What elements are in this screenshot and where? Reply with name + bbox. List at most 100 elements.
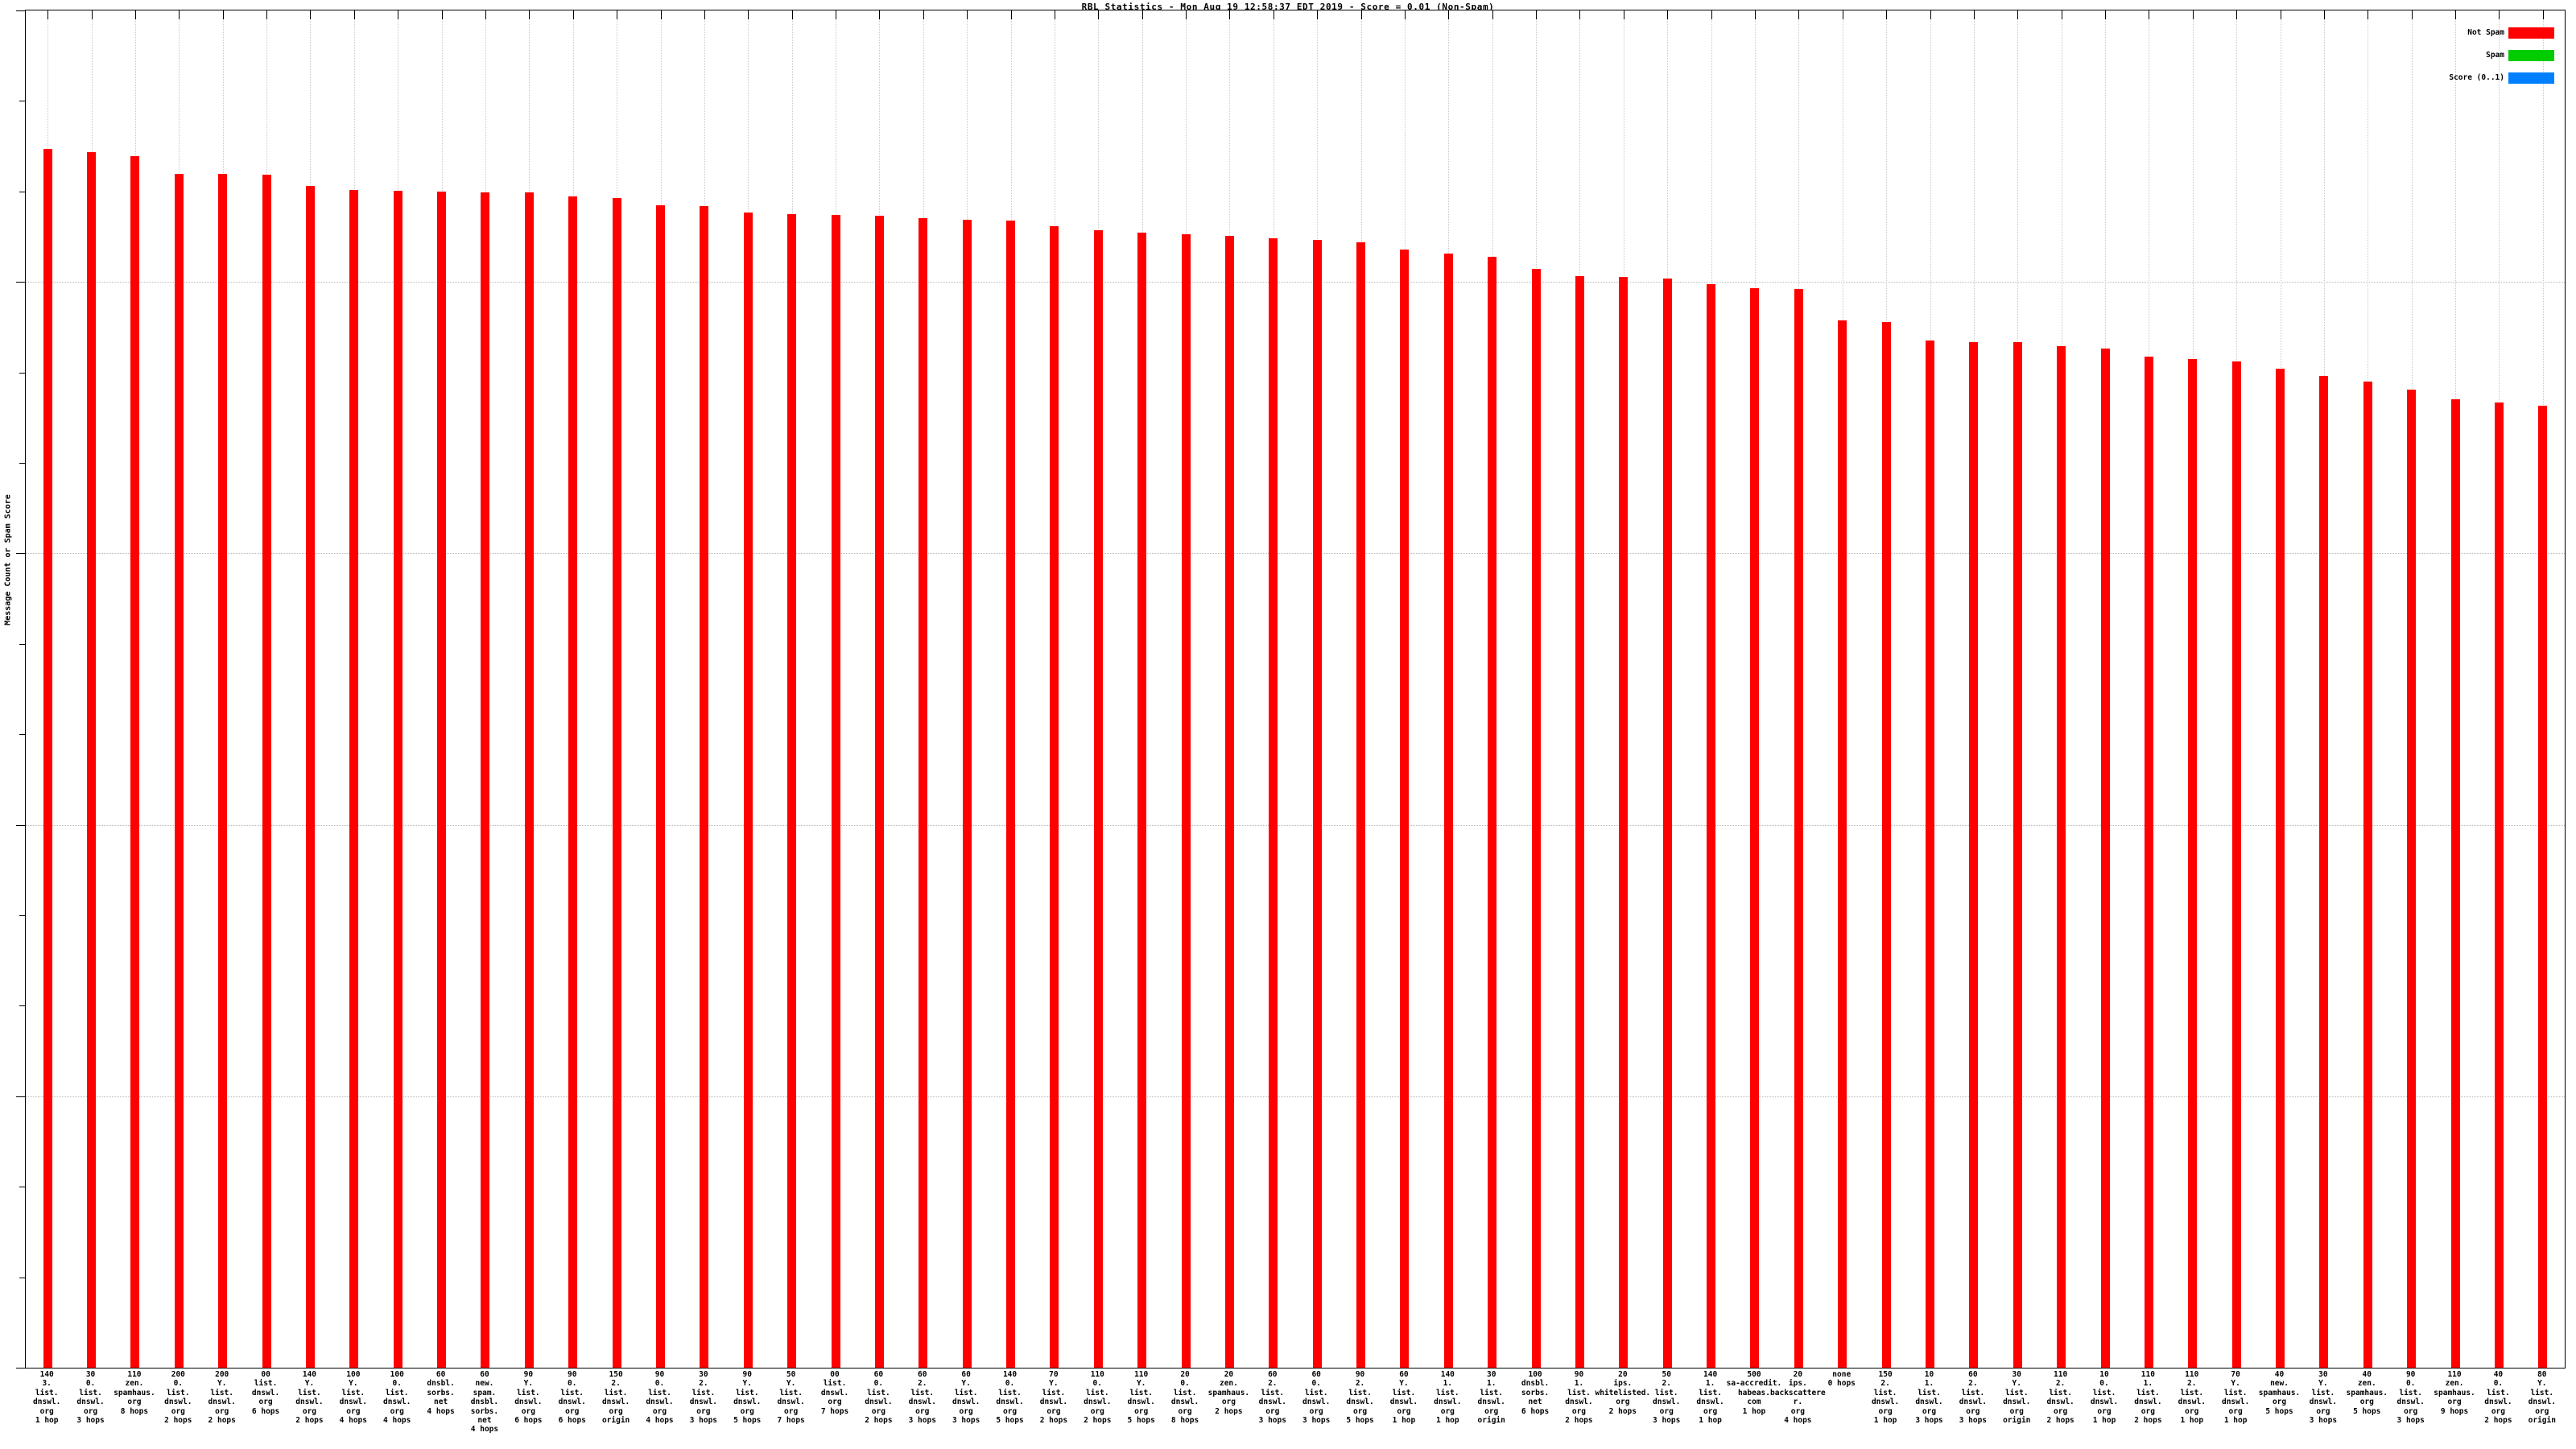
bar — [1531, 268, 1541, 1368]
x-axis-tick-label-line: 2. — [611, 1379, 621, 1389]
x-axis-top-tick — [1579, 10, 1581, 19]
x-axis-tick-label-line: dnswl. — [383, 1397, 411, 1407]
x-axis-tick-label-line: 3 hops — [1258, 1416, 1286, 1426]
bar — [1969, 342, 1979, 1368]
x-axis-tick-label-line: 0. — [568, 1379, 577, 1389]
x-axis-tick-label-line: 2 hops — [1608, 1406, 1637, 1416]
x-axis-tick-label-line: list. — [2049, 1388, 2072, 1397]
x-axis-tick-label-line: list. — [1961, 1388, 1985, 1397]
bar — [1181, 233, 1191, 1368]
x-axis-tick-label-line: spam. — [473, 1388, 497, 1397]
y-axis-minor-tick — [19, 643, 26, 645]
legend-item-spam: Spam — [2385, 47, 2554, 63]
x-axis-tick-label-line: list. — [1480, 1388, 1503, 1397]
x-axis-tick-label-line: list. — [560, 1388, 584, 1397]
x-axis-tick-label-line: org — [83, 1406, 98, 1416]
x-axis-tick-label-line: dnswl. — [1434, 1397, 1462, 1407]
x-axis-tick-label-line: Y. — [1049, 1379, 1059, 1389]
bar — [2494, 402, 2504, 1368]
y-axis-minor-tick — [19, 1005, 26, 1007]
x-axis-tick-label-line: list. — [735, 1388, 759, 1397]
x-axis-tick-label-line: dnswl. — [908, 1397, 936, 1407]
x-axis-top-tick — [134, 10, 136, 19]
x-axis-tick-label-line: 110 — [1134, 1370, 1149, 1379]
x-axis-tick-label-line: dnswl. — [1127, 1397, 1155, 1407]
x-axis-tick-label-line: 0. — [2405, 1379, 2416, 1389]
y-gridline — [26, 282, 2565, 283]
x-axis-tick-label-line: dnswl. — [2309, 1397, 2338, 1407]
x-axis-tick-label-line: 0 hops — [1827, 1379, 1856, 1389]
x-axis-tick-label-line: list. — [298, 1388, 321, 1397]
x-axis-tick-label-line: net — [434, 1397, 448, 1407]
x-axis-tick-label-line: Y. — [2318, 1379, 2328, 1389]
x-axis-tick-label-line: 50 — [786, 1370, 796, 1379]
x-axis-tick-label-line: 3 hops — [689, 1416, 718, 1426]
x-axis-tick-label-line: list. — [2136, 1388, 2160, 1397]
x-axis-tick-label-line: org — [915, 1406, 930, 1416]
x-axis-tick-label-line: 1 hop — [2092, 1416, 2116, 1426]
x-axis-tick-label: none 0 hops — [1812, 1370, 1872, 1389]
x-axis-tick-label-line: dnswl. — [1170, 1397, 1199, 1407]
x-axis-tick-label-line: 1. — [1924, 1379, 1934, 1389]
x-axis-tick-label-line: 80 — [2537, 1370, 2547, 1379]
x-axis-tick-label-line: 3 hops — [1959, 1416, 1988, 1426]
x-axis-tick-label-line: net — [477, 1416, 492, 1426]
x-axis-tick-label-line: 1. — [2143, 1379, 2153, 1389]
x-axis-top-tick — [1711, 10, 1712, 19]
y-axis-tick — [16, 282, 26, 283]
x-axis-tick-label: 110 Y. list. dnswl. org 5 hops — [1112, 1370, 1171, 1425]
x-axis-tick-label-line: Y. — [523, 1379, 534, 1389]
x-axis-tick-label: 40 new. spamhaus. org 5 hops — [2250, 1370, 2310, 1416]
x-axis-tick-label-line: 5 hops — [2353, 1406, 2381, 1416]
x-axis-tick-label-line: whitelisted. — [1595, 1388, 1651, 1397]
bar — [1619, 277, 1629, 1368]
x-axis-tick-label-line: 90 — [654, 1370, 665, 1379]
x-axis-top-tick — [91, 10, 93, 19]
x-axis-tick-label-line: origin — [601, 1416, 630, 1426]
x-axis-tick-label: 90 Y. list. dnswl. org 6 hops — [498, 1370, 558, 1425]
bar — [218, 174, 228, 1368]
x-axis-tick-label: 150 2. list. dnswl. org origin — [586, 1370, 646, 1425]
x-axis-tick-label-line: list. — [691, 1388, 716, 1397]
x-axis-tick-label-line: dnswl. — [2528, 1397, 2556, 1407]
x-axis-tick-label-line: 0. — [1180, 1379, 1190, 1389]
x-axis-top-tick — [704, 10, 705, 19]
x-axis-tick-label-line: 0. — [654, 1379, 665, 1389]
x-axis-tick-label-line: 500 — [1747, 1370, 1761, 1379]
bar — [1926, 340, 1934, 1368]
x-axis-tick-label-line: org — [1221, 1397, 1236, 1407]
x-axis-tick-label-line: 1 hop — [1436, 1416, 1459, 1426]
bar — [2144, 357, 2153, 1368]
y-axis-minor-tick — [19, 734, 26, 736]
x-axis-tick-label-line: dnswl. — [996, 1397, 1024, 1407]
bar — [1662, 278, 1672, 1368]
bar — [1838, 320, 1847, 1368]
x-axis-top-tick — [2192, 10, 2194, 19]
x-axis-tick-label-line: habeas. — [1737, 1388, 1770, 1397]
bar — [1356, 242, 1366, 1368]
x-axis-tick-label-line: dnswl. — [1039, 1397, 1068, 1407]
x-axis-tick-label-line: 1 hop — [35, 1416, 59, 1426]
bar — [1224, 235, 1234, 1368]
bar — [2319, 376, 2329, 1368]
x-axis-top-tick — [1754, 10, 1756, 19]
x-axis-tick-label-line: 60 — [436, 1370, 446, 1379]
x-axis-tick-label: 140 1. list. dnswl. org 1 hop — [1681, 1370, 1740, 1425]
bar — [262, 175, 271, 1368]
bar — [437, 192, 447, 1368]
y-axis-tick — [16, 1096, 26, 1097]
x-axis-tick-label-line: 1 hop — [1392, 1416, 1416, 1426]
x-axis-tick-label-line: 0. — [2493, 1379, 2504, 1389]
x-axis-top-tick — [1010, 10, 1012, 19]
x-axis-tick-label-line: new. — [2270, 1379, 2289, 1389]
bar — [568, 196, 578, 1368]
bar — [962, 219, 972, 1368]
x-axis-top-tick — [179, 10, 180, 19]
x-axis-tick-label-line: 200 — [171, 1370, 185, 1379]
bar — [393, 191, 402, 1368]
x-axis-tick-label-line: list. — [954, 1388, 978, 1397]
x-axis-tick-label-line: 4 hops — [646, 1416, 674, 1426]
x-axis-tick-label-line: dnsbl. — [1521, 1379, 1550, 1389]
x-axis-tick-label-line: dnswl. — [820, 1388, 849, 1397]
